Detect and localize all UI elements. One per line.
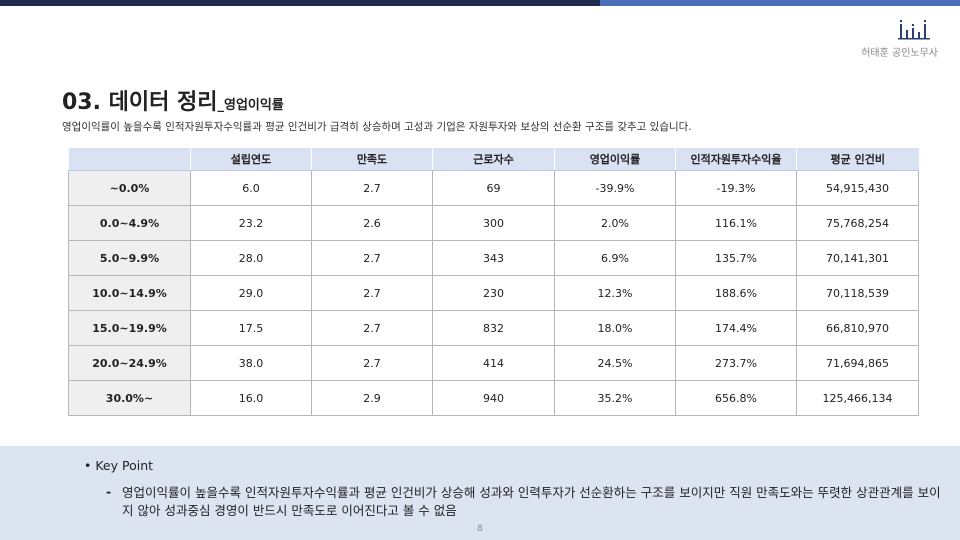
- table-cell: -19.3%: [675, 170, 797, 206]
- row-label: 0.0~4.9%: [68, 205, 191, 241]
- key-point-text: 영업이익률이 높을수록 인적자원투자수익률과 평균 인건비가 상승해 성과와 인…: [122, 485, 941, 518]
- table-cell: 188.6%: [675, 275, 797, 311]
- table-cell: 69: [432, 170, 555, 206]
- table-cell: 35.2%: [554, 380, 676, 416]
- key-point-title: • Key Point: [84, 458, 154, 473]
- table-cell: 832: [432, 310, 555, 346]
- row-label: 30.0%~: [68, 380, 191, 416]
- table-cell: 6.9%: [554, 240, 676, 276]
- table-row: 20.0~24.9% 38.0 2.7 414 24.5% 273.7% 71,…: [68, 345, 919, 381]
- table-header-row: 설립연도 만족도 근로자수 영업이익률 인적자원투자수익율 평균 인건비: [68, 148, 919, 171]
- firm-logo-icon: [898, 20, 930, 40]
- table-cell: 70,118,539: [796, 275, 919, 311]
- table-cell: 24.5%: [554, 345, 676, 381]
- table-cell: -39.9%: [554, 170, 676, 206]
- table-cell: 6.0: [190, 170, 312, 206]
- row-label: 10.0~14.9%: [68, 275, 191, 311]
- column-header: 평균 인건비: [796, 148, 919, 171]
- column-header: 근로자수: [432, 148, 555, 171]
- title-sub: 영업이익률: [224, 98, 284, 113]
- table-cell: 2.7: [311, 345, 433, 381]
- table-cell: 54,915,430: [796, 170, 919, 206]
- table-cell: 66,810,970: [796, 310, 919, 346]
- key-point-dash: -: [106, 484, 112, 499]
- column-header: 인적자원투자수익율: [675, 148, 797, 171]
- table-cell: 300: [432, 205, 555, 241]
- table-cell: 414: [432, 345, 555, 381]
- column-header: 만족도: [311, 148, 433, 171]
- table-cell: 2.0%: [554, 205, 676, 241]
- table-cell: 230: [432, 275, 555, 311]
- row-label: ~0.0%: [68, 170, 191, 206]
- table-cell: 17.5: [190, 310, 312, 346]
- key-point-panel: [0, 446, 960, 540]
- table-cell: 2.7: [311, 275, 433, 311]
- table-cell: 18.0%: [554, 310, 676, 346]
- table-row: 0.0~4.9% 23.2 2.6 300 2.0% 116.1% 75,768…: [68, 205, 919, 241]
- page-subtitle: 영업이익률이 높을수록 인적자원투자수익률과 평균 인건비가 급격히 상승하며 …: [62, 121, 692, 133]
- firm-name: 허태훈 공인노무사: [861, 48, 938, 59]
- table-row: 30.0%~ 16.0 2.9 940 35.2% 656.8% 125,466…: [68, 380, 919, 416]
- table-corner-cell: [68, 148, 191, 171]
- table-cell: 28.0: [190, 240, 312, 276]
- table-cell: 116.1%: [675, 205, 797, 241]
- row-label: 15.0~19.9%: [68, 310, 191, 346]
- table-cell: 71,694,865: [796, 345, 919, 381]
- top-bar-light: [600, 0, 960, 6]
- top-bar-dark: [0, 0, 600, 6]
- row-label: 5.0~9.9%: [68, 240, 191, 276]
- column-header: 설립연도: [190, 148, 312, 171]
- table-cell: 29.0: [190, 275, 312, 311]
- column-header: 영업이익률: [554, 148, 676, 171]
- page-title: 03. 데이터 정리_영업이익률: [62, 84, 284, 116]
- title-main: 03. 데이터 정리: [62, 90, 218, 115]
- table-row: ~0.0% 6.0 2.7 69 -39.9% -19.3% 54,915,43…: [68, 170, 919, 206]
- table-cell: 656.8%: [675, 380, 797, 416]
- table-cell: 16.0: [190, 380, 312, 416]
- table-cell: 2.7: [311, 240, 433, 276]
- table-row: 5.0~9.9% 28.0 2.7 343 6.9% 135.7% 70,141…: [68, 240, 919, 276]
- table-cell: 940: [432, 380, 555, 416]
- table-cell: 38.0: [190, 345, 312, 381]
- table-cell: 174.4%: [675, 310, 797, 346]
- table-cell: 273.7%: [675, 345, 797, 381]
- table-cell: 343: [432, 240, 555, 276]
- title-separator: _: [217, 98, 225, 113]
- data-table: 설립연도 만족도 근로자수 영업이익률 인적자원투자수익율 평균 인건비 ~0.…: [68, 148, 919, 416]
- table-cell: 2.6: [311, 205, 433, 241]
- table-cell: 70,141,301: [796, 240, 919, 276]
- table-cell: 125,466,134: [796, 380, 919, 416]
- table-row: 15.0~19.9% 17.5 2.7 832 18.0% 174.4% 66,…: [68, 310, 919, 346]
- page-number: 8: [477, 524, 483, 534]
- table-cell: 75,768,254: [796, 205, 919, 241]
- table-cell: 12.3%: [554, 275, 676, 311]
- row-label: 20.0~24.9%: [68, 345, 191, 381]
- table-row: 10.0~14.9% 29.0 2.7 230 12.3% 188.6% 70,…: [68, 275, 919, 311]
- table-cell: 135.7%: [675, 240, 797, 276]
- table-cell: 2.7: [311, 310, 433, 346]
- table-cell: 23.2: [190, 205, 312, 241]
- table-cell: 2.7: [311, 170, 433, 206]
- table-cell: 2.9: [311, 380, 433, 416]
